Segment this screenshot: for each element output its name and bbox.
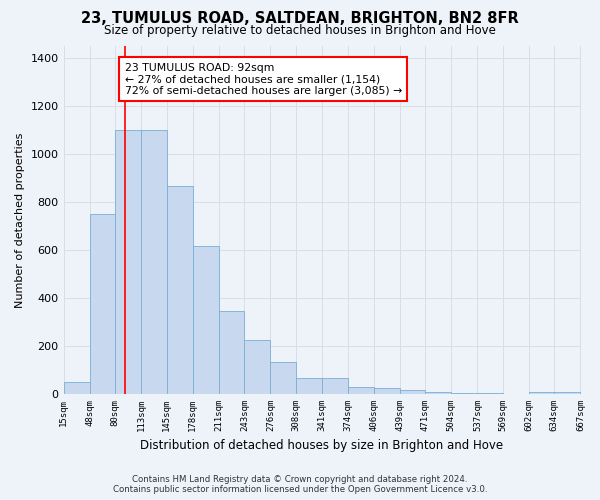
- Bar: [90, 214, 115, 394]
- Y-axis label: Number of detached properties: Number of detached properties: [15, 132, 25, 308]
- Bar: [425, 392, 451, 394]
- Bar: [451, 393, 478, 394]
- Bar: [529, 392, 554, 394]
- Text: Contains HM Land Registry data © Crown copyright and database right 2024.
Contai: Contains HM Land Registry data © Crown c…: [113, 474, 487, 494]
- Bar: [271, 362, 296, 394]
- Bar: [400, 390, 425, 394]
- Bar: [219, 311, 244, 394]
- Bar: [296, 378, 322, 394]
- Bar: [478, 393, 503, 394]
- Text: 23 TUMULUS ROAD: 92sqm
← 27% of detached houses are smaller (1,154)
72% of semi-: 23 TUMULUS ROAD: 92sqm ← 27% of detached…: [125, 63, 402, 96]
- Bar: [244, 340, 271, 394]
- Bar: [374, 388, 400, 394]
- Bar: [167, 186, 193, 394]
- Bar: [193, 246, 219, 394]
- Bar: [348, 387, 374, 394]
- Bar: [322, 378, 348, 394]
- Bar: [554, 392, 580, 394]
- X-axis label: Distribution of detached houses by size in Brighton and Hove: Distribution of detached houses by size …: [140, 440, 503, 452]
- Text: Size of property relative to detached houses in Brighton and Hove: Size of property relative to detached ho…: [104, 24, 496, 37]
- Bar: [64, 382, 90, 394]
- Bar: [141, 130, 167, 394]
- Bar: [115, 130, 141, 394]
- Text: 23, TUMULUS ROAD, SALTDEAN, BRIGHTON, BN2 8FR: 23, TUMULUS ROAD, SALTDEAN, BRIGHTON, BN…: [81, 11, 519, 26]
